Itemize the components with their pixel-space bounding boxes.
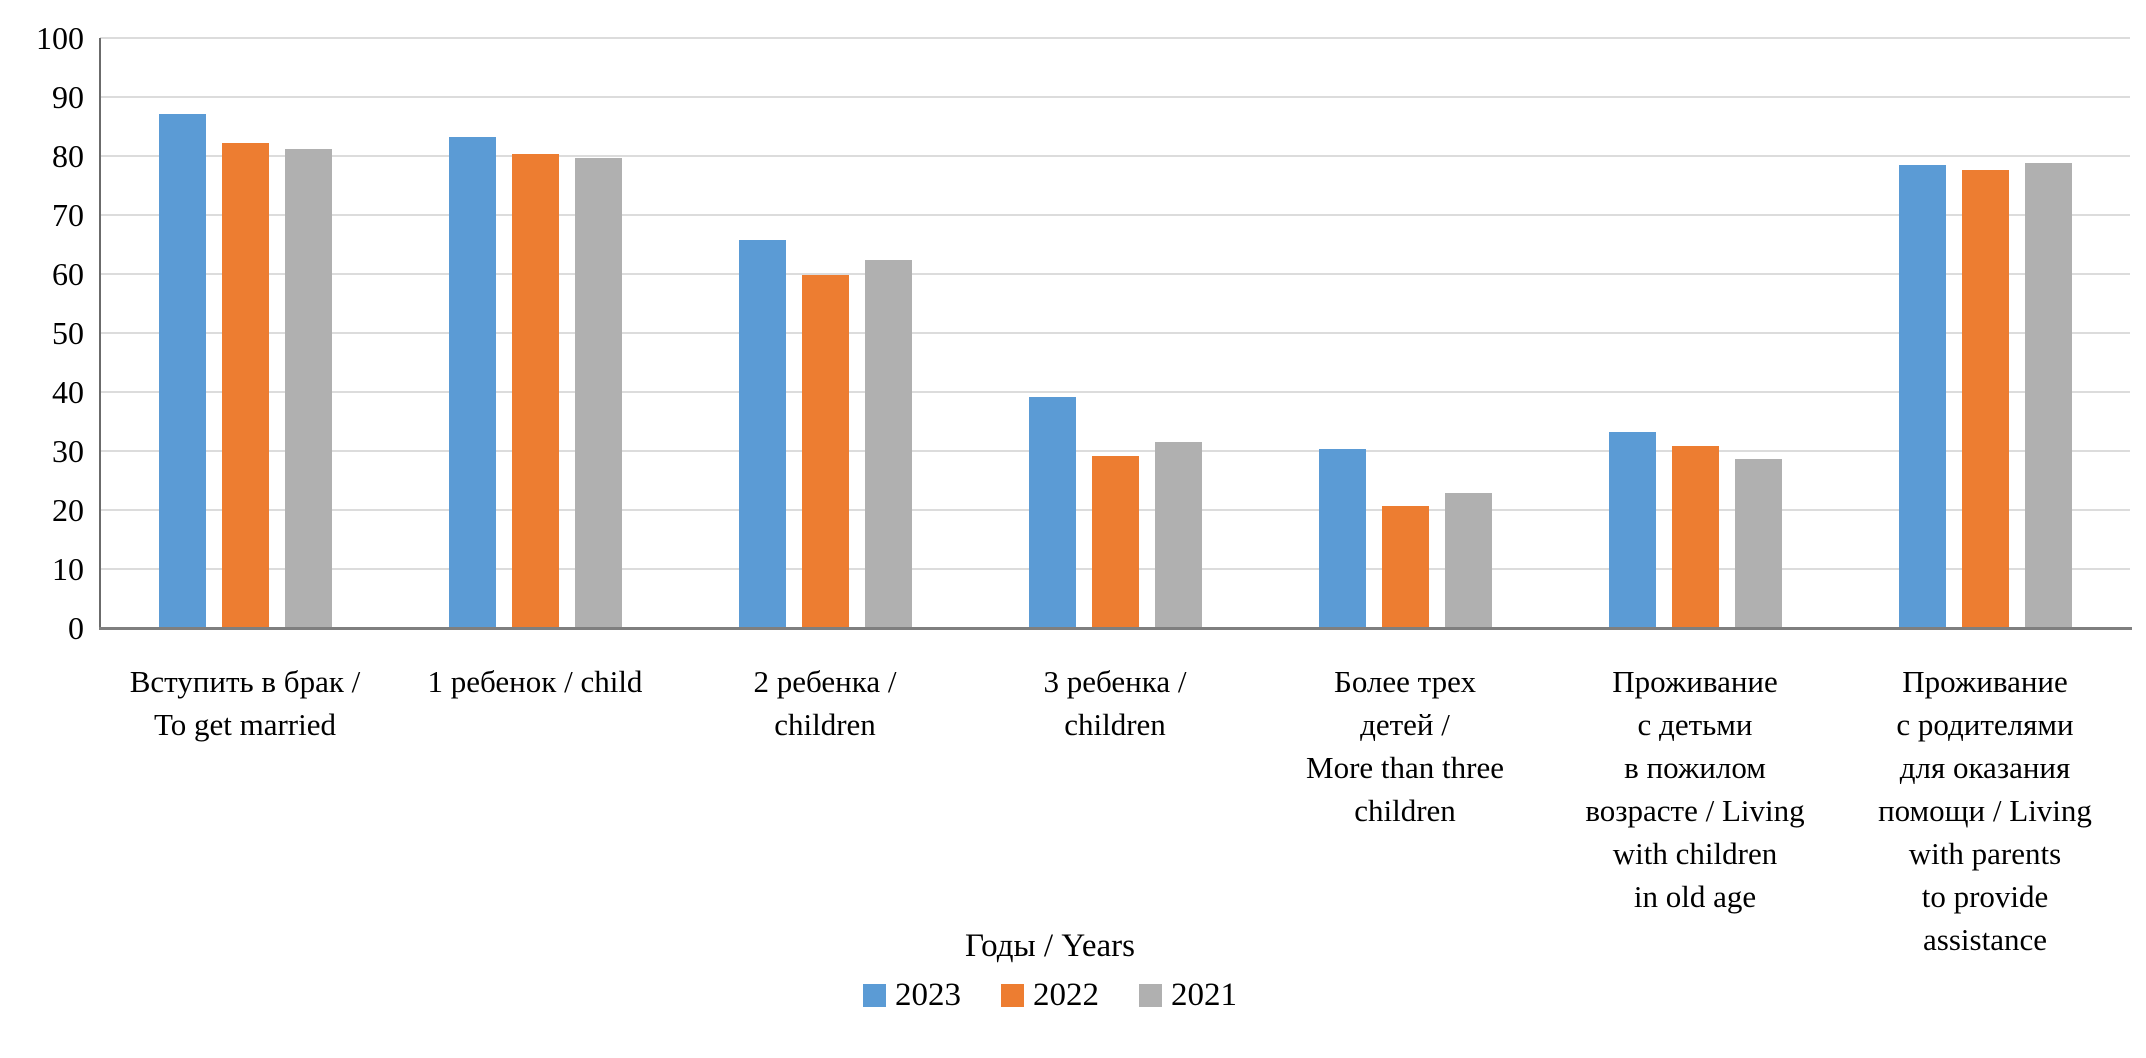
gridline xyxy=(100,155,2130,157)
bar-2022-cat2 xyxy=(511,153,559,628)
bar-2022-cat5 xyxy=(1381,506,1429,628)
bar-2021-cat2 xyxy=(574,158,622,628)
legend-item-2022: 2022 xyxy=(1001,978,1099,1012)
bar-2023-cat1 xyxy=(158,114,206,628)
bar-2023-cat4 xyxy=(1028,396,1076,628)
category-label: Более трех детей / More than three child… xyxy=(1306,664,1504,828)
legend-title: Годы / Years xyxy=(964,928,1135,964)
gridline xyxy=(100,96,2130,98)
x-axis-line xyxy=(99,627,2132,630)
y-tick-label: 10 xyxy=(52,551,84,587)
y-axis-line xyxy=(99,38,101,630)
legend-item-2021: 2021 xyxy=(1139,978,1237,1012)
legend-label: 2022 xyxy=(1033,977,1099,1013)
bar-2022-cat4 xyxy=(1091,455,1139,628)
bar-2021-cat3 xyxy=(864,260,912,628)
legend-swatch-icon xyxy=(1001,983,1024,1007)
y-tick-label: 50 xyxy=(52,315,84,351)
legend-swatch-icon xyxy=(863,983,886,1007)
bar-2022-cat3 xyxy=(801,275,849,628)
category-label: 2 ребенка / children xyxy=(753,664,897,742)
y-tick-label: 60 xyxy=(52,256,84,292)
y-tick-label: 30 xyxy=(52,433,84,469)
bar-2023-cat2 xyxy=(448,136,496,628)
category-label: Проживание с родителями для оказания пом… xyxy=(1878,664,2092,957)
y-tick-label: 90 xyxy=(52,79,84,115)
bar-2022-cat6 xyxy=(1671,446,1719,628)
legend-item-2023: 2023 xyxy=(863,978,961,1012)
y-tick-label: 40 xyxy=(52,374,84,410)
y-tick-label: 70 xyxy=(52,197,84,233)
y-tick-label: 20 xyxy=(52,492,84,528)
category-label: 1 ребенок / child xyxy=(427,664,643,699)
bar-2023-cat7 xyxy=(1898,165,1946,628)
gridline xyxy=(100,273,2130,275)
gridline xyxy=(100,450,2130,452)
legend-items: 2023 2022 2021 xyxy=(863,978,1237,1012)
bar-2021-cat5 xyxy=(1444,493,1492,628)
bar-2023-cat6 xyxy=(1608,432,1656,628)
bar-2023-cat3 xyxy=(738,240,786,628)
bar-2021-cat6 xyxy=(1734,459,1782,628)
legend: Годы / Years 2023 2022 2021 xyxy=(0,928,2100,1012)
legend-label: 2023 xyxy=(895,977,961,1013)
bar-2023-cat5 xyxy=(1318,448,1366,628)
bar-2021-cat1 xyxy=(284,148,332,628)
category-label: Проживание с детьми в пожилом возрасте /… xyxy=(1585,664,1805,914)
gridline xyxy=(100,214,2130,216)
y-tick-label: 100 xyxy=(36,20,84,56)
plot-area xyxy=(100,37,2130,628)
legend-label: 2021 xyxy=(1171,977,1237,1013)
y-tick-label: 0 xyxy=(68,610,84,646)
bar-2022-cat7 xyxy=(1961,169,2009,628)
category-label: 3 ребенка / children xyxy=(1043,664,1187,742)
gridline xyxy=(100,37,2130,39)
bar-2022-cat1 xyxy=(221,143,269,628)
gridline xyxy=(100,332,2130,334)
y-tick-label: 80 xyxy=(52,138,84,174)
bar-2021-cat4 xyxy=(1154,441,1202,628)
bar-2021-cat7 xyxy=(2024,162,2072,628)
category-label: Вступить в брак / To get married xyxy=(129,664,361,742)
gridline xyxy=(100,391,2130,393)
legend-swatch-icon xyxy=(1139,983,1162,1007)
